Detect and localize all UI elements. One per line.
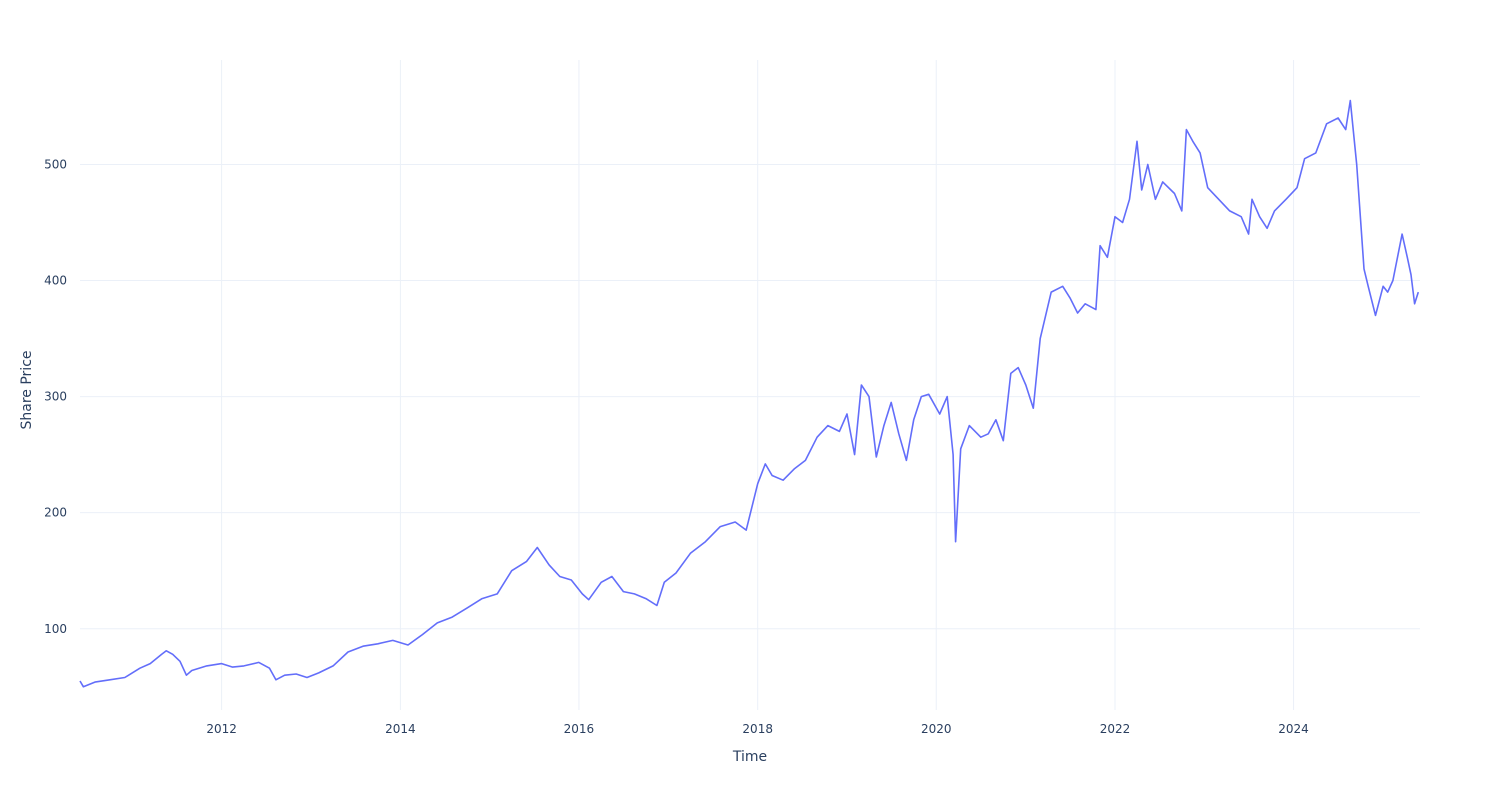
x-tick-label: 2018	[742, 722, 773, 736]
x-tick-label: 2022	[1100, 722, 1131, 736]
line-series	[79, 99, 1420, 688]
y-tick-label: 500	[44, 157, 67, 171]
x-tick-label: 2014	[385, 722, 416, 736]
x-tick-label: 2024	[1278, 722, 1309, 736]
y-axis-title: Share Price	[19, 350, 35, 429]
y-tick-label: 300	[44, 390, 67, 404]
x-axis-ticks: 2012 2014 2016 2018 2020 2022 2024	[206, 722, 1308, 736]
x-axis-title: Time	[732, 749, 767, 765]
y-tick-label: 200	[44, 506, 67, 520]
x-tick-label: 2020	[921, 722, 952, 736]
share-price-line	[79, 99, 1420, 688]
y-tick-label: 400	[44, 274, 67, 288]
y-tick-label: 100	[44, 622, 67, 636]
y-axis-ticks: 100 200 300 400 500	[44, 157, 67, 635]
grid-lines	[80, 60, 1420, 710]
x-tick-label: 2016	[564, 722, 595, 736]
x-tick-label: 2012	[206, 722, 237, 736]
